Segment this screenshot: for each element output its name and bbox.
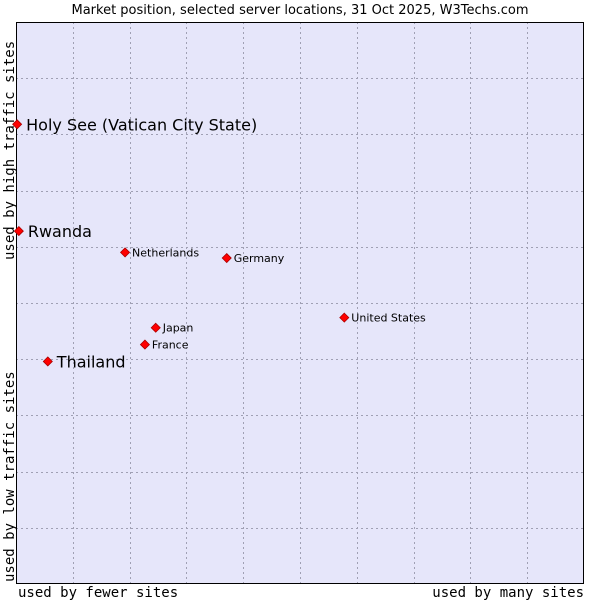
point-marker xyxy=(119,247,131,258)
data-point: United States xyxy=(339,312,426,325)
point-label: Thailand xyxy=(56,352,126,371)
data-point: Japan xyxy=(150,322,194,335)
chart-title: Market position, selected server locatio… xyxy=(71,3,528,18)
point-label: Japan xyxy=(162,322,194,335)
x-axis-label-right: used by many sites xyxy=(432,585,584,600)
data-point: Rwanda xyxy=(13,222,92,241)
y-axis-label-bottom: used by low traffic sites xyxy=(2,371,18,582)
data-points: Holy See (Vatican City State) Rwanda Thail… xyxy=(12,115,426,371)
point-marker xyxy=(12,119,23,130)
point-label: France xyxy=(152,339,189,352)
point-marker xyxy=(150,322,161,333)
point-label: Rwanda xyxy=(28,222,92,241)
data-point: Germany xyxy=(221,252,285,265)
data-point: Thailand xyxy=(42,352,126,371)
point-label: Netherlands xyxy=(132,246,199,259)
point-label: Holy See (Vatican City State) xyxy=(26,115,257,134)
data-point: Netherlands xyxy=(119,246,199,259)
point-marker xyxy=(139,339,151,350)
data-point: France xyxy=(139,339,189,352)
plot-border xyxy=(16,22,584,584)
point-label: Germany xyxy=(234,252,285,265)
x-axis-label-left: used by fewer sites xyxy=(18,585,178,600)
point-marker xyxy=(42,356,53,367)
point-marker xyxy=(221,252,232,264)
point-marker xyxy=(339,312,350,323)
grid xyxy=(16,22,584,584)
point-marker xyxy=(13,225,24,237)
y-axis-label-top: used by high traffic sites xyxy=(2,41,18,260)
data-point: Holy See (Vatican City State) xyxy=(12,115,257,134)
point-label: United States xyxy=(351,312,426,325)
